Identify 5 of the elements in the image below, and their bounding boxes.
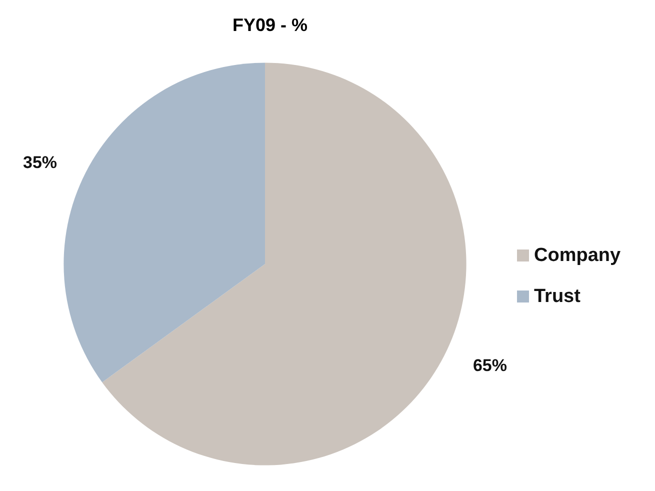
data-label: 35% — [23, 153, 58, 172]
legend-label: Trust — [534, 286, 582, 307]
chart-title: FY09 - % — [232, 15, 308, 35]
legend-label: Company — [534, 245, 621, 266]
data-label: 65% — [472, 356, 507, 375]
